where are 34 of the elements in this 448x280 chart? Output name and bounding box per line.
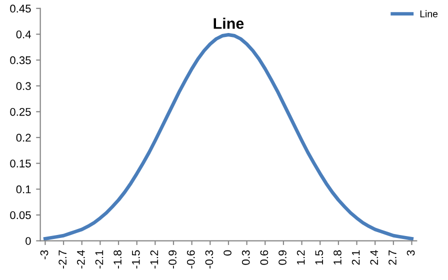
x-tick-label: -1.5 bbox=[132, 250, 140, 268]
legend-label: Line bbox=[420, 10, 438, 18]
x-tick-label: -2.7 bbox=[58, 250, 66, 268]
x-tick-label: -0.3 bbox=[205, 250, 214, 268]
x-tick-label: 1.8 bbox=[334, 250, 342, 264]
x-tick-label: -2.4 bbox=[76, 250, 85, 268]
y-tick-label: 0 bbox=[26, 237, 31, 245]
x-tick-label: -0.6 bbox=[186, 250, 195, 268]
y-tick-label: 0.45 bbox=[10, 4, 31, 13]
x-tick-label: 0.6 bbox=[260, 250, 268, 265]
x-tick-label: 1.2 bbox=[296, 250, 305, 264]
y-tick-label: 0.2 bbox=[16, 134, 31, 142]
x-tick-label: 2.4 bbox=[370, 250, 378, 265]
x-tick-label: 2.7 bbox=[388, 250, 396, 265]
y-tick-label: 0.4 bbox=[16, 30, 31, 38]
chart-title: Line bbox=[214, 18, 244, 29]
y-tick-label: 0.35 bbox=[10, 56, 31, 64]
line-series bbox=[43, 33, 414, 240]
x-tick-label: -3 bbox=[40, 250, 48, 260]
x-tick-label: 0.3 bbox=[242, 250, 250, 265]
x-tick-label: 1.5 bbox=[315, 250, 324, 264]
x-tick-label: -2.1 bbox=[95, 250, 104, 268]
x-tick-label: 2.1 bbox=[352, 250, 360, 265]
x-tick-label: -1.2 bbox=[150, 250, 158, 268]
y-tick-label: 0.25 bbox=[10, 108, 31, 116]
x-tick-label: 3 bbox=[406, 250, 415, 256]
y-tick-label: 0.1 bbox=[16, 185, 31, 194]
y-tick-label: 0.15 bbox=[10, 160, 31, 168]
y-tick-label: 0.05 bbox=[10, 211, 31, 220]
x-tick-label: -1.8 bbox=[114, 250, 122, 268]
x-tick-label: 0 bbox=[224, 250, 232, 256]
x-tick-label: -0.9 bbox=[168, 250, 176, 268]
x-tick-label: 0.9 bbox=[278, 250, 286, 265]
y-tick-label: 0.3 bbox=[16, 82, 31, 90]
